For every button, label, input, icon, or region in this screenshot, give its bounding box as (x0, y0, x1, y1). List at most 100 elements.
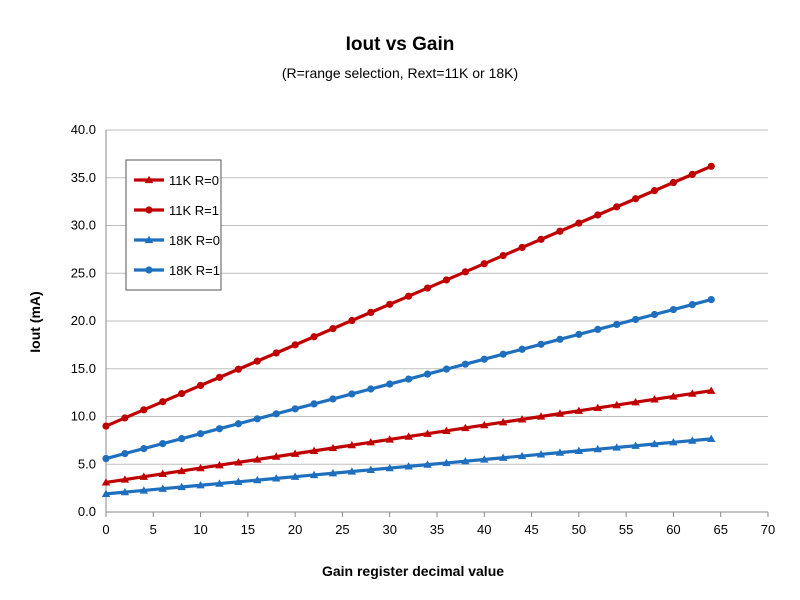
data-point (328, 469, 338, 477)
y-tick-label: 30.0 (71, 218, 96, 233)
data-point (139, 486, 149, 494)
data-point (385, 435, 394, 443)
data-point (536, 450, 546, 458)
y-tick-label: 20.0 (71, 313, 96, 328)
data-point (499, 350, 507, 358)
data-point (253, 475, 262, 484)
y-tick-label: 35.0 (71, 170, 96, 185)
data-point (650, 439, 659, 448)
data-point (158, 484, 167, 492)
data-point (594, 211, 602, 219)
data-point (517, 451, 527, 460)
data-point (555, 448, 565, 456)
data-point (234, 458, 243, 466)
data-point (461, 423, 470, 432)
data-point (650, 395, 659, 403)
data-point (574, 406, 584, 414)
data-point (290, 449, 300, 457)
data-point (404, 462, 413, 470)
data-point (291, 405, 299, 413)
data-point (480, 420, 489, 429)
data-point (537, 340, 545, 348)
data-point (405, 375, 413, 383)
legend-marker (145, 266, 153, 274)
y-tick-label: 25.0 (71, 265, 96, 280)
data-point (555, 409, 565, 417)
data-point (272, 452, 281, 460)
x-tick-label: 10 (193, 522, 207, 537)
y-tick-label: 0.0 (78, 504, 96, 519)
data-point (159, 398, 167, 406)
data-point (423, 429, 432, 437)
legend-box (125, 159, 222, 291)
data-point (688, 436, 697, 444)
data-point (613, 320, 621, 329)
data-point (140, 406, 148, 414)
x-tick-label: 30 (382, 522, 396, 537)
data-point (518, 243, 526, 252)
data-point (310, 400, 318, 408)
x-tick-label: 15 (241, 522, 255, 537)
legend-entry: 11K R=1 (134, 203, 219, 218)
data-point (575, 330, 583, 338)
data-point (177, 482, 186, 491)
data-point (272, 349, 280, 357)
data-point (140, 444, 148, 453)
x-tick-label: 5 (150, 522, 157, 537)
data-point (329, 325, 337, 333)
data-point (442, 276, 451, 284)
data-point (253, 357, 261, 365)
data-point (613, 203, 621, 211)
data-point (669, 178, 678, 187)
data-point (101, 489, 111, 498)
data-point (650, 187, 659, 195)
data-point (102, 422, 110, 430)
data-point (102, 454, 110, 463)
data-point (442, 458, 451, 467)
data-point (386, 300, 394, 308)
data-point (196, 463, 205, 472)
x-tick-label: 35 (430, 522, 444, 537)
data-point (536, 412, 546, 420)
data-point (215, 479, 224, 487)
legend: 11K R=0 11K R=1 18K R=0 18K R=1 (125, 159, 222, 291)
y-tick-label: 40.0 (71, 122, 96, 137)
data-point (556, 335, 564, 343)
data-point (688, 170, 696, 179)
data-point (499, 418, 508, 426)
x-tick-label: 70 (761, 522, 775, 537)
x-tick-label: 60 (666, 522, 680, 537)
data-point (632, 195, 640, 203)
x-tick-label: 0 (102, 522, 109, 537)
data-point (707, 162, 715, 170)
data-point (404, 432, 413, 440)
data-point (442, 365, 451, 373)
legend-label: 11K R=0 (169, 173, 219, 188)
data-point (707, 386, 716, 394)
data-point (120, 475, 130, 483)
legend-marker (144, 235, 154, 244)
y-tick-label: 5.0 (78, 456, 96, 471)
x-tick-label: 50 (572, 522, 586, 537)
data-point (310, 333, 318, 341)
data-point (177, 466, 186, 475)
series-1 (101, 386, 716, 486)
data-point (518, 345, 526, 353)
x-tick-label: 55 (619, 522, 633, 537)
legend-marker (145, 206, 153, 214)
data-point (423, 370, 432, 378)
data-point (290, 472, 300, 480)
data-point (707, 296, 715, 304)
data-point (631, 441, 640, 449)
y-tick-label: 10.0 (71, 409, 96, 424)
data-point (423, 460, 432, 468)
data-point (139, 472, 149, 480)
data-point (517, 415, 527, 423)
data-point (385, 463, 394, 472)
data-point (612, 400, 621, 409)
data-point (688, 300, 696, 309)
data-point (120, 487, 130, 496)
data-point (215, 461, 224, 469)
data-point (347, 440, 357, 449)
